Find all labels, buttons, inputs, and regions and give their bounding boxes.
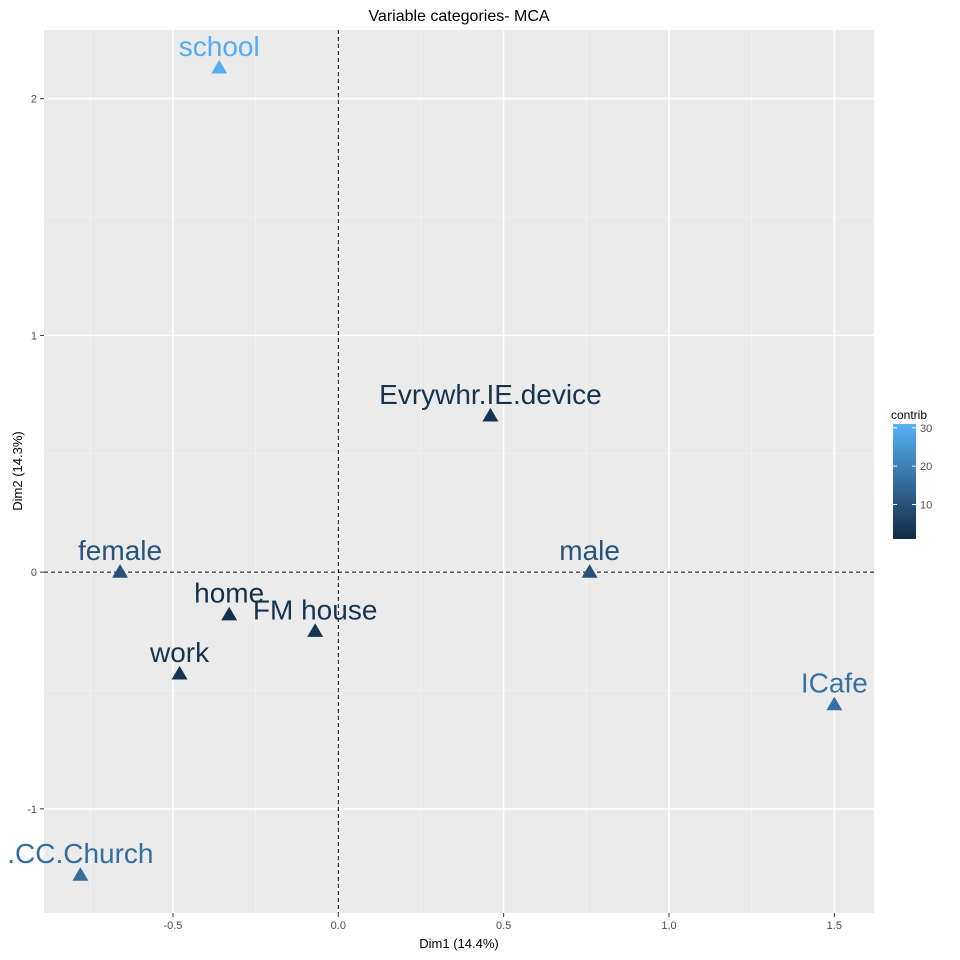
x-tick-label: 0.0	[331, 920, 346, 932]
point-icafe	[826, 696, 843, 711]
y-tick-label: -1	[27, 804, 37, 816]
point-label-home: home	[194, 578, 264, 609]
point-school	[211, 59, 228, 74]
point-label-cc-church: .CC.Church	[7, 838, 153, 869]
point-home	[221, 606, 238, 621]
point-labels: school Evrywhr.IE.device female male homeFM …	[7, 31, 868, 869]
point-fm-house	[307, 623, 324, 637]
point-label-work: work	[149, 637, 210, 668]
legend-tick-label: 10	[920, 500, 932, 512]
point-label-evrywhr-ie-device: Evrywhr.IE.device	[379, 379, 602, 410]
point-cc-church	[72, 867, 89, 881]
y-tick-label: 2	[31, 94, 37, 106]
point-evrywhr-ie-device	[482, 407, 499, 422]
plot-panel	[44, 30, 874, 913]
x-tick-label: 0.5	[496, 920, 511, 932]
y-axis-ticks: -1 0 1 2	[27, 94, 44, 816]
x-axis-ticks: -0.5 0.0 0.5 1.0 1.5	[163, 913, 842, 932]
point-label-school: school	[179, 31, 260, 62]
x-axis-title: Dim1 (14.4%)	[419, 936, 498, 951]
point-work	[171, 665, 188, 680]
y-axis-title: Dim2 (14.3%)	[10, 431, 25, 510]
legend-title: contrib	[891, 408, 927, 422]
point-male	[581, 564, 598, 578]
legend-colorbar	[893, 424, 916, 539]
legend-tick-label: 30	[920, 423, 932, 435]
legend-tick-label: 20	[920, 461, 932, 473]
x-tick-label: 1.5	[827, 920, 842, 932]
y-tick-label: 1	[31, 330, 37, 342]
y-tick-label: 0	[31, 567, 37, 579]
data-points	[72, 59, 843, 881]
reference-lines	[44, 30, 874, 913]
chart-title: Variable categories- MCA	[368, 8, 549, 25]
point-label-male: male	[559, 535, 620, 566]
point-label-icafe: ICafe	[801, 668, 868, 699]
point-label-female: female	[78, 535, 162, 566]
minor-gridlines	[44, 30, 874, 913]
point-label-fm-house: FM house	[253, 594, 378, 625]
contrib-legend: contrib 10 20 30	[891, 408, 932, 539]
x-tick-label: 1.0	[661, 920, 676, 932]
x-tick-label: -0.5	[163, 920, 182, 932]
point-female	[112, 564, 129, 578]
legend-ticks: 10 20 30	[893, 423, 932, 512]
